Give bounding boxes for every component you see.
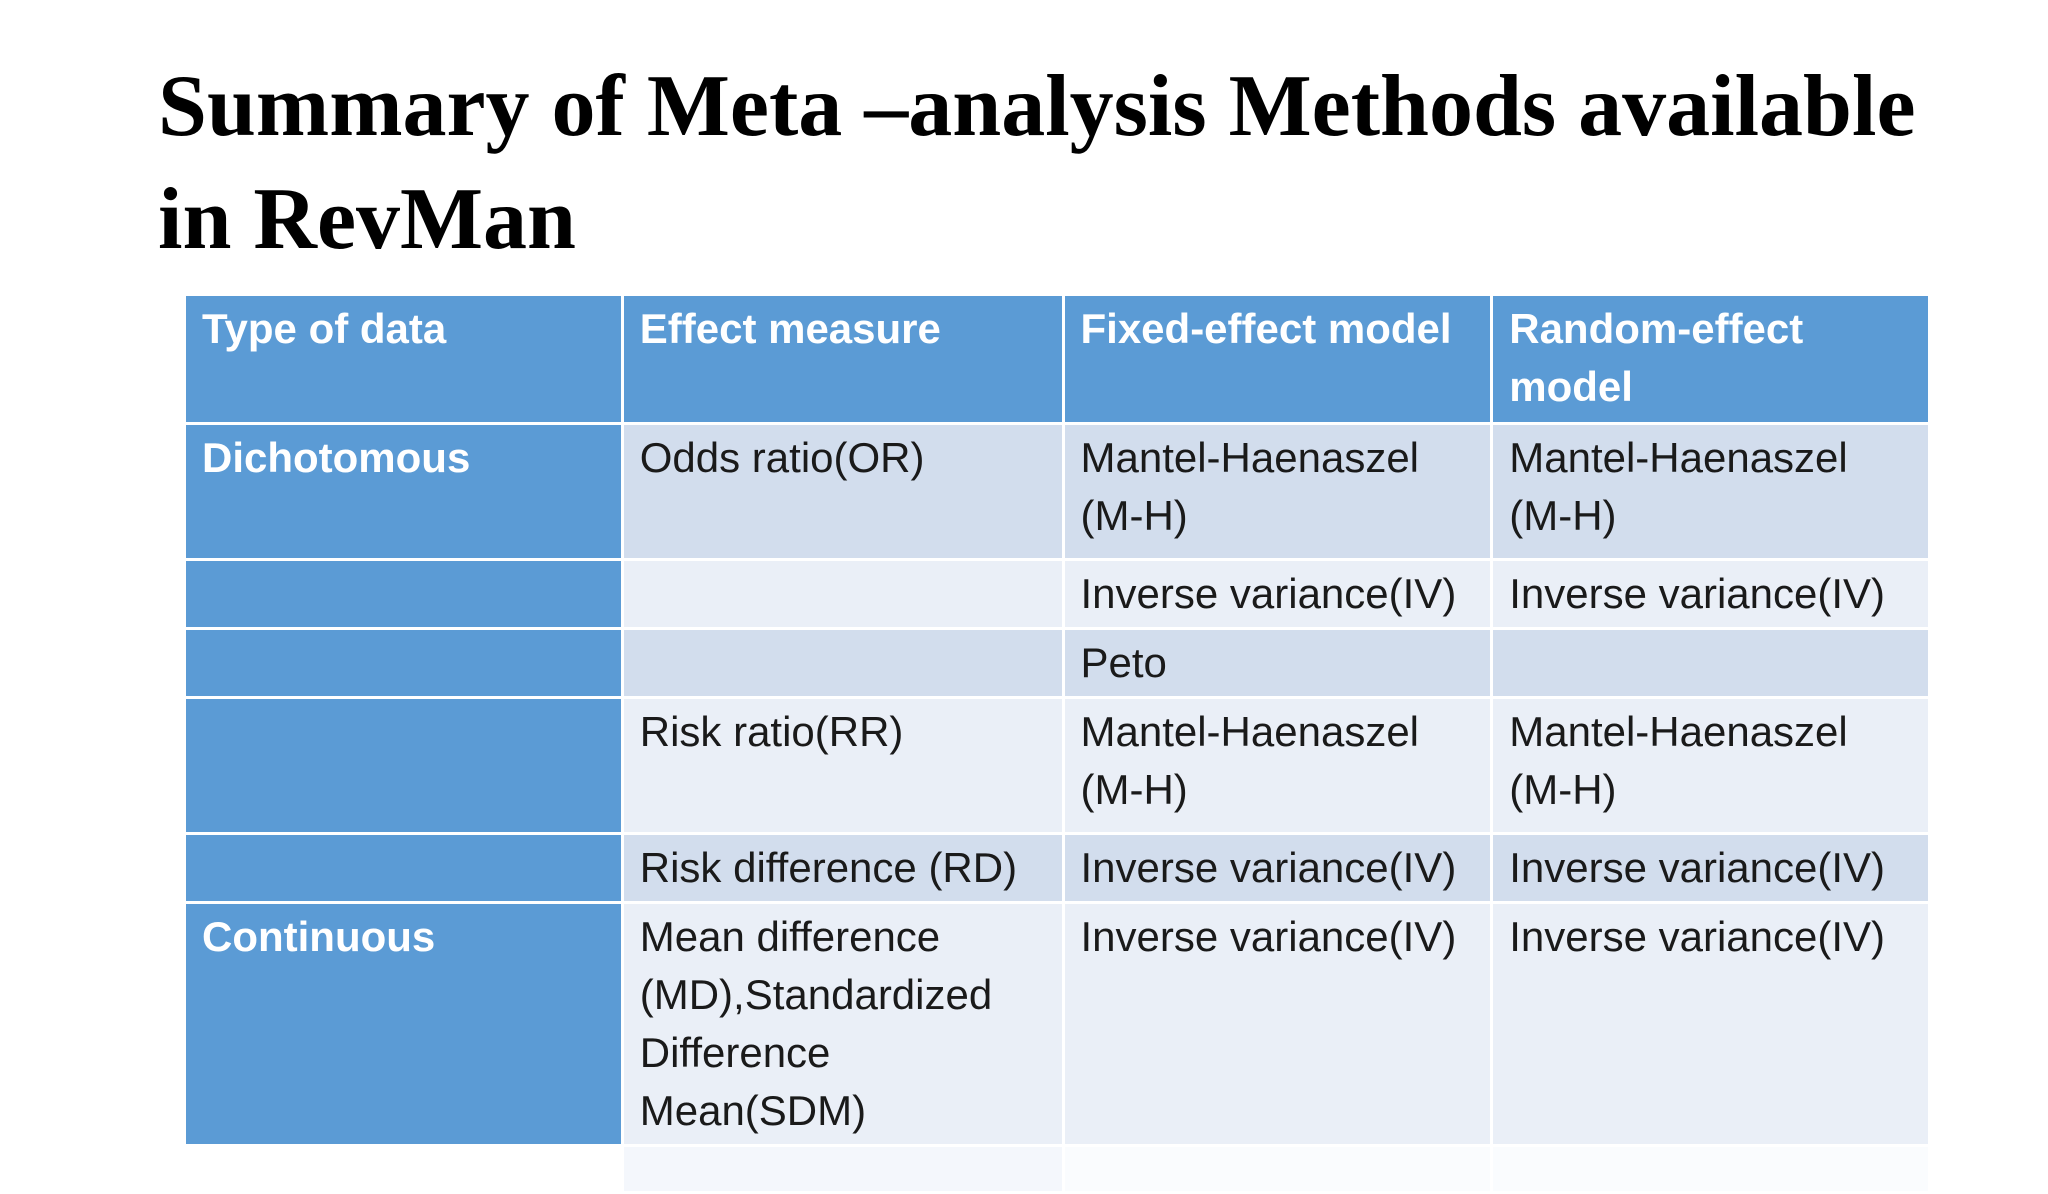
slide-title: Summary of Meta –analysis Methods availa…: [158, 50, 1998, 276]
table-cell: Odds ratio(OR): [623, 425, 1062, 558]
meta-analysis-methods-table: Type of data Effect measure Fixed-effect…: [183, 293, 1931, 1194]
slide-title-line-2: in RevMan: [158, 171, 576, 268]
table-cell: [623, 630, 1062, 696]
row-header-cell: Dichotomous: [186, 425, 621, 558]
row-header-cell: [186, 835, 621, 901]
table-cell: [623, 1147, 1062, 1191]
header-row: Type of data Effect measure Fixed-effect…: [186, 296, 1928, 422]
row-header-cell: [186, 561, 621, 627]
table-cell: Inverse variance(IV): [1493, 904, 1928, 1144]
row-header-cell: [186, 699, 621, 832]
table-cell: [1493, 1147, 1928, 1191]
table-cell: [186, 1147, 621, 1191]
table-cell: Inverse variance(IV): [1493, 835, 1928, 901]
column-header-random-effect-model: Random-effect model: [1493, 296, 1928, 422]
table-cell: Mantel-Haenaszel (M-H): [1493, 699, 1928, 832]
table-row-partial-cutoff: [186, 1147, 1928, 1191]
table-row-inverse-variance: Inverse variance(IV) Inverse variance(IV…: [186, 561, 1928, 627]
table-row-peto: Peto: [186, 630, 1928, 696]
methods-table-container: Type of data Effect measure Fixed-effect…: [183, 293, 1931, 1194]
slide-title-line-1: Summary of Meta –analysis Methods availa…: [158, 58, 1916, 155]
column-header-type-of-data: Type of data: [186, 296, 621, 422]
table-cell: Risk ratio(RR): [623, 699, 1062, 832]
table-cell: Inverse variance(IV): [1064, 835, 1491, 901]
column-header-effect-measure: Effect measure: [623, 296, 1062, 422]
row-header-cell: [186, 630, 621, 696]
table-cell: [1493, 630, 1928, 696]
table-row-risk-ratio: Risk ratio(RR) Mantel-Haenaszel (M-H) Ma…: [186, 699, 1928, 832]
table-row-risk-difference: Risk difference (RD) Inverse variance(IV…: [186, 835, 1928, 901]
table-cell: [1064, 1147, 1491, 1191]
table-cell: Inverse variance(IV): [1064, 561, 1491, 627]
table-cell: Mean difference (MD),Standardized Differ…: [623, 904, 1062, 1144]
column-header-fixed-effect-model: Fixed-effect model: [1064, 296, 1491, 422]
row-header-cell: Continuous: [186, 904, 621, 1144]
table-row-dichotomous-odds-ratio: Dichotomous Odds ratio(OR) Mantel-Haenas…: [186, 425, 1928, 558]
table-cell: Peto: [1064, 630, 1491, 696]
table-cell: Inverse variance(IV): [1493, 561, 1928, 627]
table-cell: Mantel-Haenaszel (M-H): [1064, 699, 1491, 832]
table-cell: Mantel-Haenaszel (M-H): [1064, 425, 1491, 558]
table-row-continuous-mean-difference: Continuous Mean difference (MD),Standard…: [186, 904, 1928, 1144]
table-cell: Risk difference (RD): [623, 835, 1062, 901]
table-cell: [623, 561, 1062, 627]
table-cell: Inverse variance(IV): [1064, 904, 1491, 1144]
table-cell: Mantel-Haenaszel (M-H): [1493, 425, 1928, 558]
